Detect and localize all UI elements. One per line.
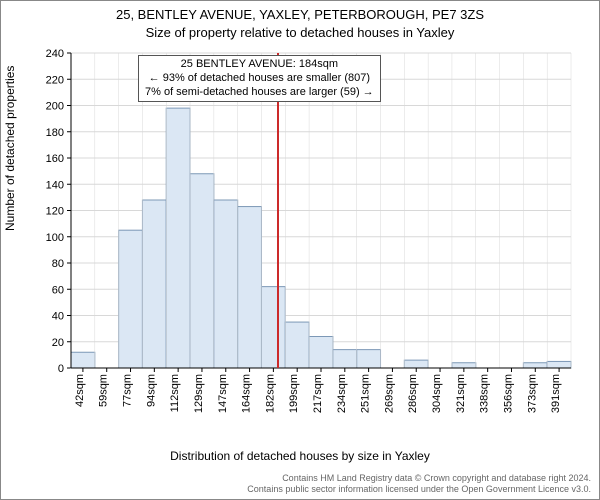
annotation-box: 25 BENTLEY AVENUE: 184sqm ← 93% of detac… bbox=[138, 55, 381, 102]
svg-text:220: 220 bbox=[46, 74, 64, 86]
svg-text:80: 80 bbox=[52, 258, 64, 270]
x-tick-label: 217sqm bbox=[312, 374, 324, 413]
bar bbox=[261, 287, 285, 368]
bar bbox=[71, 352, 95, 368]
annotation-line1: 25 BENTLEY AVENUE: 184sqm bbox=[145, 58, 374, 72]
footer-attribution: Contains HM Land Registry data © Crown c… bbox=[247, 473, 591, 495]
x-tick-label: 286sqm bbox=[407, 374, 419, 413]
svg-text:160: 160 bbox=[46, 153, 64, 165]
x-tick-label: 251sqm bbox=[360, 374, 372, 413]
chart-title-line2: Size of property relative to detached ho… bbox=[1, 25, 599, 40]
x-tick-label: 391sqm bbox=[550, 374, 562, 413]
x-tick-label: 182sqm bbox=[264, 374, 276, 413]
bar bbox=[523, 363, 547, 368]
footer-line2: Contains public sector information licen… bbox=[247, 484, 591, 495]
bar bbox=[285, 322, 309, 368]
svg-text:0: 0 bbox=[58, 363, 64, 375]
bar bbox=[333, 350, 357, 368]
bar bbox=[452, 363, 476, 368]
svg-text:140: 140 bbox=[46, 179, 64, 191]
x-tick-label: 199sqm bbox=[288, 374, 300, 413]
x-tick-label: 373sqm bbox=[526, 374, 538, 413]
bar bbox=[142, 200, 166, 368]
chart-title-line1: 25, BENTLEY AVENUE, YAXLEY, PETERBOROUGH… bbox=[1, 7, 599, 22]
x-tick-label: 42sqm bbox=[74, 374, 86, 407]
bar bbox=[190, 174, 214, 368]
x-tick-label: 356sqm bbox=[502, 374, 514, 413]
x-tick-label: 234sqm bbox=[336, 374, 348, 413]
svg-text:60: 60 bbox=[52, 284, 64, 296]
svg-text:20: 20 bbox=[52, 337, 64, 349]
svg-text:240: 240 bbox=[46, 48, 64, 60]
x-axis-label: Distribution of detached houses by size … bbox=[1, 449, 599, 463]
svg-text:120: 120 bbox=[46, 206, 64, 218]
bar bbox=[309, 337, 333, 369]
bar bbox=[166, 108, 190, 368]
bar bbox=[547, 361, 571, 368]
x-tick-label: 59sqm bbox=[98, 374, 110, 407]
y-axis-label: Number of detached properties bbox=[3, 66, 17, 231]
footer-line1: Contains HM Land Registry data © Crown c… bbox=[247, 473, 591, 484]
x-tick-label: 321sqm bbox=[455, 374, 467, 413]
x-tick-label: 338sqm bbox=[479, 374, 491, 413]
chart-container: 25, BENTLEY AVENUE, YAXLEY, PETERBOROUGH… bbox=[0, 0, 600, 500]
bar bbox=[238, 207, 262, 368]
x-tick-label: 147sqm bbox=[217, 374, 229, 413]
x-tick-label: 164sqm bbox=[241, 374, 253, 413]
x-tick-label: 112sqm bbox=[169, 374, 181, 412]
annotation-line2: ← 93% of detached houses are smaller (80… bbox=[145, 72, 374, 86]
svg-text:40: 40 bbox=[52, 311, 64, 323]
x-tick-label: 304sqm bbox=[431, 374, 443, 413]
bar bbox=[357, 350, 381, 368]
x-tick-label: 94sqm bbox=[145, 374, 157, 407]
bar bbox=[214, 200, 238, 368]
svg-text:100: 100 bbox=[46, 232, 64, 244]
bar bbox=[119, 230, 143, 368]
svg-text:200: 200 bbox=[46, 101, 64, 113]
annotation-line3: 7% of semi-detached houses are larger (5… bbox=[145, 86, 374, 100]
svg-text:180: 180 bbox=[46, 127, 64, 139]
x-tick-label: 129sqm bbox=[193, 374, 205, 413]
x-tick-label: 269sqm bbox=[383, 374, 395, 413]
bar bbox=[404, 360, 428, 368]
x-tick-label: 77sqm bbox=[122, 374, 134, 407]
